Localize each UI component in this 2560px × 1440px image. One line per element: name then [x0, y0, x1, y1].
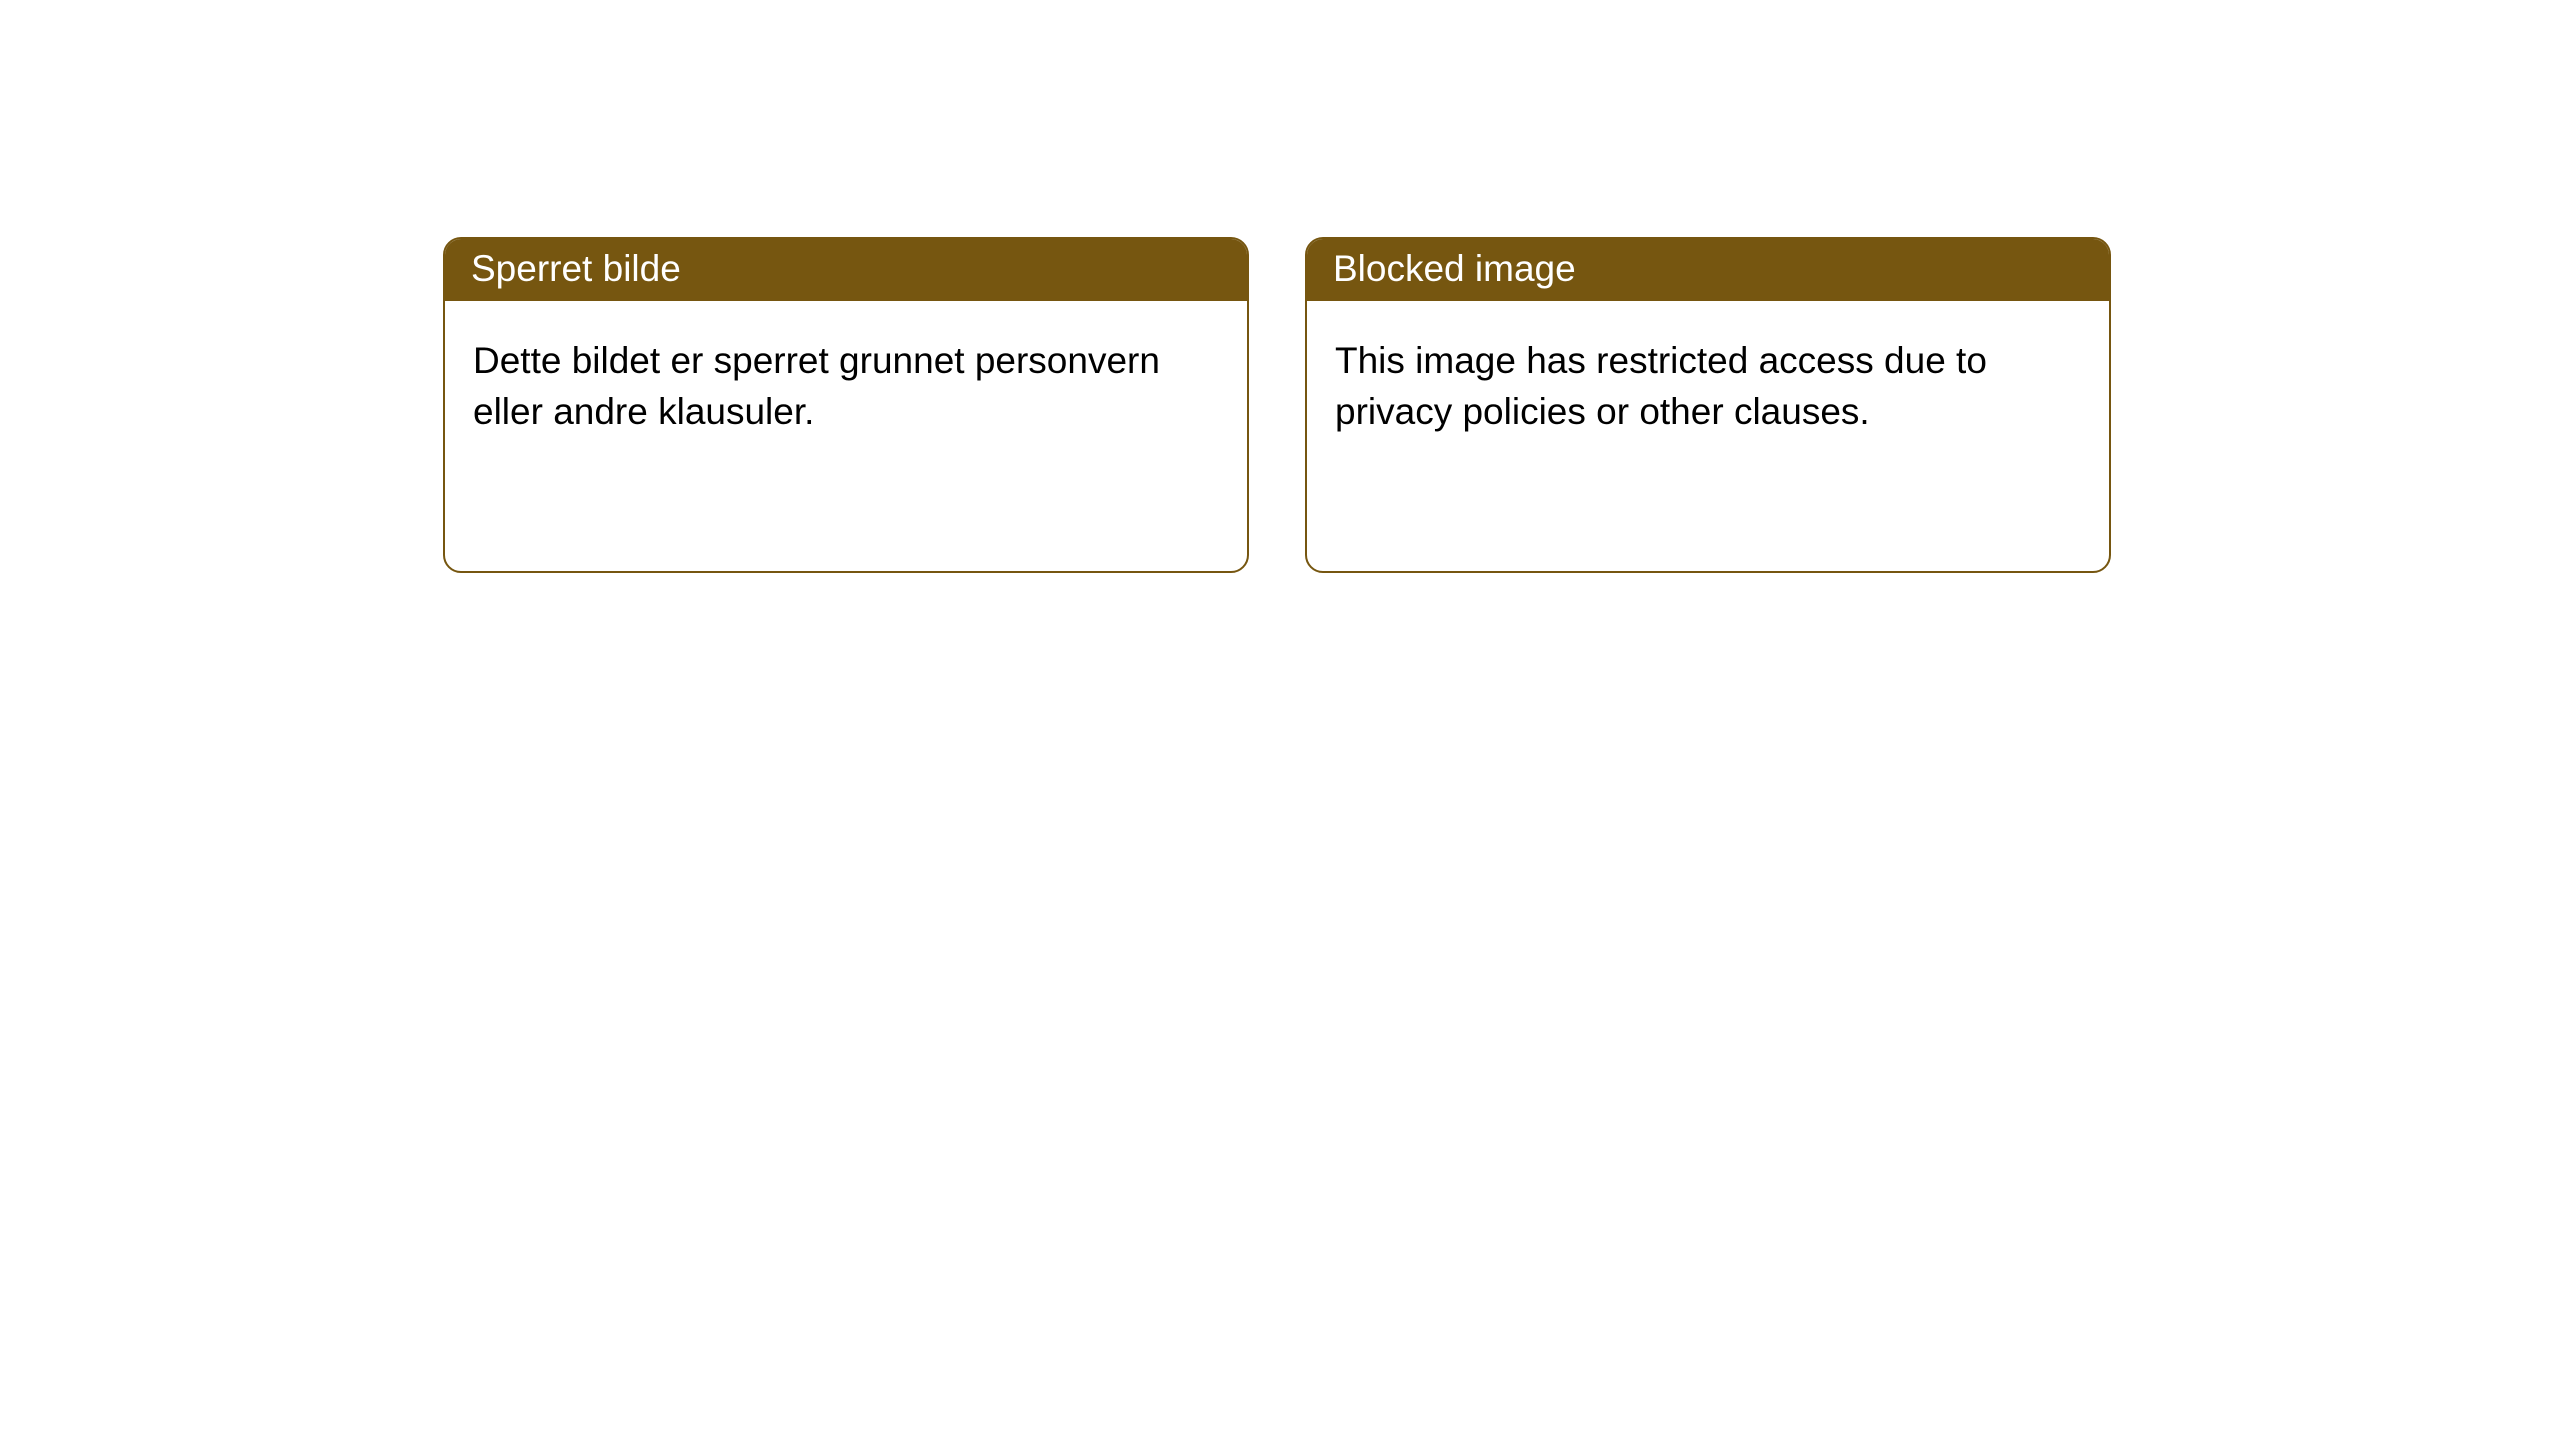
notice-container: Sperret bilde Dette bildet er sperret gr…: [0, 0, 2560, 573]
notice-body: This image has restricted access due to …: [1307, 301, 2109, 471]
notice-box-norwegian: Sperret bilde Dette bildet er sperret gr…: [443, 237, 1249, 573]
notice-title: Blocked image: [1307, 239, 2109, 301]
notice-box-english: Blocked image This image has restricted …: [1305, 237, 2111, 573]
notice-title: Sperret bilde: [445, 239, 1247, 301]
notice-body: Dette bildet er sperret grunnet personve…: [445, 301, 1247, 471]
